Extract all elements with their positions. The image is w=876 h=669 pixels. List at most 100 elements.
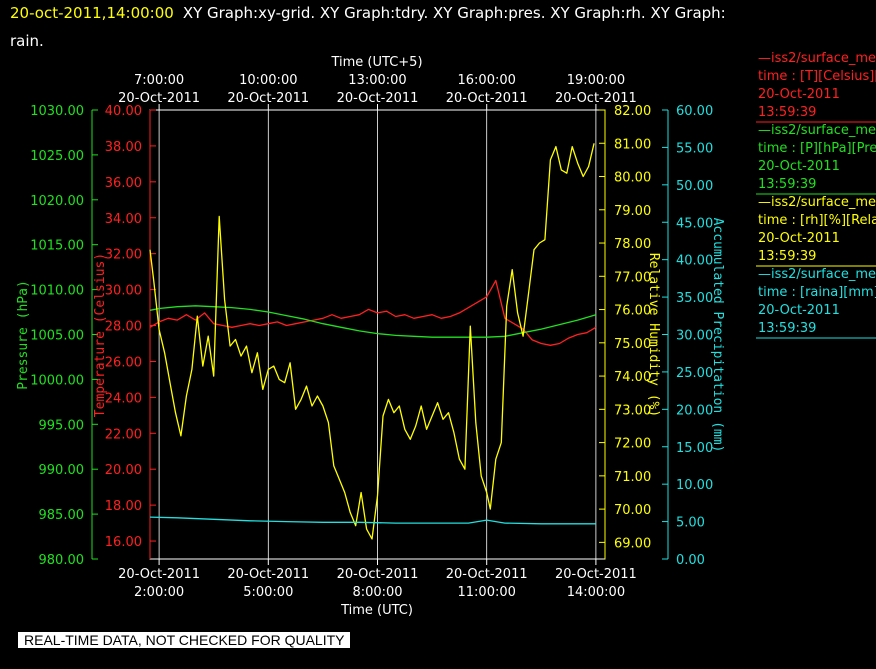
x-top-tick-label-date: 20-Oct-2011 bbox=[227, 91, 309, 106]
x-top-tick-label-date: 20-Oct-2011 bbox=[555, 91, 637, 106]
pressure-tick-label: 1025.00 bbox=[30, 149, 84, 164]
humidity-tick-label: 74.00 bbox=[614, 370, 651, 385]
x-tick-label-time: 8:00:00 bbox=[352, 585, 402, 600]
x-top-tick-label-date: 20-Oct-2011 bbox=[118, 91, 200, 106]
pressure-tick-label: 990.00 bbox=[39, 463, 85, 478]
humidity-tick-label: 72.00 bbox=[614, 437, 651, 452]
precip-tick-label: 30.00 bbox=[676, 329, 713, 344]
humidity-tick-label: 76.00 bbox=[614, 304, 651, 319]
pressure-tick-label: 1010.00 bbox=[30, 284, 84, 299]
x-tick-label-date: 20-Oct-2011 bbox=[227, 567, 309, 582]
humidity-tick-label: 73.00 bbox=[614, 403, 651, 418]
header-graph-list-cont: rain. bbox=[10, 32, 44, 50]
x-axis-title-bottom: Time (UTC) bbox=[340, 603, 413, 618]
precip-tick-label: 5.00 bbox=[676, 516, 705, 531]
x-tick-label-date: 20-Oct-2011 bbox=[337, 567, 419, 582]
legend-entry-text: —iss2/surface_me bbox=[758, 195, 876, 210]
header-timestamp: 20-oct-2011,14:00:00 bbox=[10, 4, 174, 22]
legend-entry-text: 13:59:39 bbox=[758, 321, 816, 336]
legend-entry-text: time : [T][Celsius][T bbox=[758, 69, 876, 84]
precip-series-line bbox=[149, 516, 596, 525]
humidity-series-line bbox=[149, 143, 595, 540]
temperature-tick-label: 34.00 bbox=[105, 212, 142, 227]
pressure-tick-label: 1005.00 bbox=[30, 329, 84, 344]
humidity-tick-label: 71.00 bbox=[614, 470, 651, 485]
temperature-tick-label: 38.00 bbox=[105, 140, 142, 155]
x-tick-label-time: 2:00:00 bbox=[134, 585, 184, 600]
qa-warning-banner: REAL-TIME DATA, NOT CHECKED FOR QUALITY bbox=[18, 632, 351, 648]
x-tick-label-date: 20-Oct-2011 bbox=[118, 567, 200, 582]
temperature-tick-label: 20.00 bbox=[105, 463, 142, 478]
temperature-tick-label: 40.00 bbox=[105, 104, 142, 119]
x-axis-title-top: Time (UTC+5) bbox=[330, 55, 422, 70]
temperature-tick-label: 28.00 bbox=[105, 320, 142, 335]
legend-entry-text: —iss2/surface_me bbox=[758, 123, 876, 138]
header-graph-list: XY Graph:xy-grid. XY Graph:tdry. XY Grap… bbox=[183, 4, 726, 22]
legend-entry-text: 20-Oct-2011 bbox=[758, 231, 840, 246]
legend-entry-text: 20-Oct-2011 bbox=[758, 159, 840, 174]
legend-entry-text: time : [rh][%][Relati bbox=[758, 213, 876, 228]
legend-entry-text: 13:59:39 bbox=[758, 249, 816, 264]
x-top-tick-label-time: 10:00:00 bbox=[239, 73, 297, 88]
pressure-tick-label: 995.00 bbox=[39, 418, 85, 433]
legend-entry-text: 13:59:39 bbox=[758, 105, 816, 120]
x-tick-label-time: 11:00:00 bbox=[458, 585, 516, 600]
pressure-tick-label: 1030.00 bbox=[30, 104, 84, 119]
temperature-tick-label: 24.00 bbox=[105, 391, 142, 406]
humidity-tick-label: 81.00 bbox=[614, 137, 651, 152]
x-tick-label-time: 5:00:00 bbox=[243, 585, 293, 600]
x-tick-label-time: 14:00:00 bbox=[567, 585, 625, 600]
precip-tick-label: 40.00 bbox=[676, 254, 713, 269]
precip-axis-title: Accumulated Precipitation (mm) bbox=[710, 218, 725, 453]
temperature-tick-label: 32.00 bbox=[105, 248, 142, 263]
header-line-1: 20-oct-2011,14:00:00 XY Graph:xy-grid. XY… bbox=[10, 4, 726, 22]
precip-tick-label: 45.00 bbox=[676, 216, 713, 231]
temperature-tick-label: 22.00 bbox=[105, 427, 142, 442]
x-top-tick-label-date: 20-Oct-2011 bbox=[446, 91, 528, 106]
legend-entry-text: 20-Oct-2011 bbox=[758, 303, 840, 318]
humidity-tick-label: 69.00 bbox=[614, 536, 651, 551]
x-top-tick-label-date: 20-Oct-2011 bbox=[337, 91, 419, 106]
humidity-tick-label: 80.00 bbox=[614, 171, 651, 186]
grid-lines bbox=[158, 110, 597, 559]
temperature-tick-label: 30.00 bbox=[105, 284, 142, 299]
series bbox=[149, 143, 597, 540]
humidity-tick-label: 79.00 bbox=[614, 204, 651, 219]
temperature-tick-label: 16.00 bbox=[105, 535, 142, 550]
legend-entry-text: 20-Oct-2011 bbox=[758, 87, 840, 102]
x-top-tick-label-time: 13:00:00 bbox=[348, 73, 406, 88]
humidity-tick-label: 77.00 bbox=[614, 270, 651, 285]
legend-entry-text: 13:59:39 bbox=[758, 177, 816, 192]
legend-entry-text: —iss2/surface_me bbox=[758, 51, 876, 66]
precip-tick-label: 10.00 bbox=[676, 478, 713, 493]
humidity-tick-label: 78.00 bbox=[614, 237, 651, 252]
humidity-tick-label: 75.00 bbox=[614, 337, 651, 352]
pressure-tick-label: 1000.00 bbox=[30, 373, 84, 388]
temperature-tick-label: 36.00 bbox=[105, 176, 142, 191]
temperature-axis-title: Temperature (Celsius) bbox=[93, 253, 108, 417]
x-top-tick-label-time: 7:00:00 bbox=[134, 73, 184, 88]
pressure-tick-label: 985.00 bbox=[39, 508, 85, 523]
pressure-tick-label: 1020.00 bbox=[30, 194, 84, 209]
precip-tick-label: 50.00 bbox=[676, 179, 713, 194]
precip-tick-label: 55.00 bbox=[676, 141, 713, 156]
humidity-axis-title: Relative Humidity (%) bbox=[646, 253, 661, 417]
x-top-tick-label-time: 19:00:00 bbox=[567, 73, 625, 88]
legend-entry-text: time : [raina][mm][A bbox=[758, 285, 876, 300]
precip-tick-label: 60.00 bbox=[676, 104, 713, 119]
legend-entry-text: —iss2/surface_me bbox=[758, 267, 876, 282]
precip-tick-label: 20.00 bbox=[676, 403, 713, 418]
pressure-tick-label: 980.00 bbox=[39, 553, 85, 568]
precip-tick-label: 25.00 bbox=[676, 366, 713, 381]
legend-entry-text: time : [P][hPa][Pres bbox=[758, 141, 876, 156]
x-tick-label-date: 20-Oct-2011 bbox=[555, 567, 637, 582]
precip-tick-label: 15.00 bbox=[676, 441, 713, 456]
pressure-tick-label: 1015.00 bbox=[30, 239, 84, 254]
precip-tick-label: 0.00 bbox=[676, 553, 705, 568]
x-top-tick-label-time: 16:00:00 bbox=[458, 73, 516, 88]
precip-tick-label: 35.00 bbox=[676, 291, 713, 306]
pressure-axis-title: Pressure (hPa) bbox=[16, 280, 31, 390]
temperature-tick-label: 26.00 bbox=[105, 355, 142, 370]
